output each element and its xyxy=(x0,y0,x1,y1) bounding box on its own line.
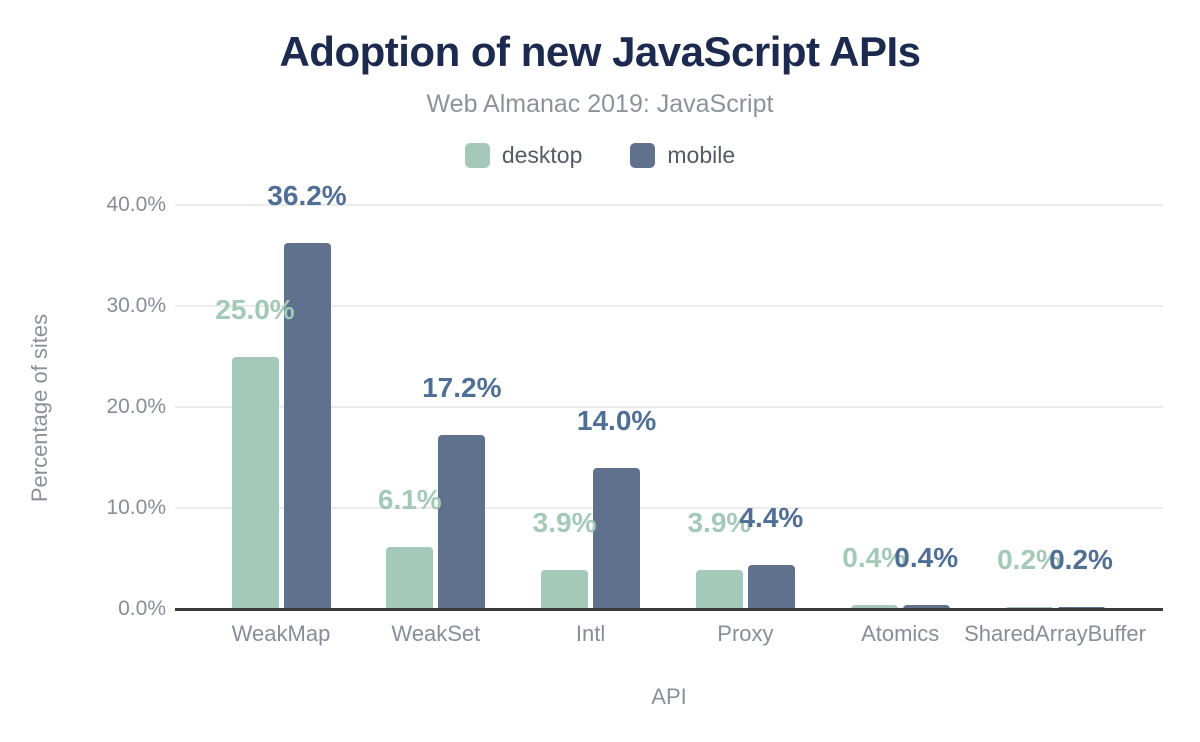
x-tick-label-atomics: Atomics xyxy=(861,621,940,646)
legend-label-desktop: desktop xyxy=(501,142,583,168)
bar-desktop-intl[interactable] xyxy=(541,569,589,609)
desktop-swatch-icon xyxy=(464,143,490,168)
x-axis-title: API xyxy=(651,684,687,709)
value-label-desktop-proxy: 3.9% xyxy=(687,506,752,538)
value-label-desktop-weakset: 6.1% xyxy=(377,484,442,516)
gridline xyxy=(175,406,1163,408)
x-tick-label-intl: Intl xyxy=(575,621,606,646)
value-label-mobile-intl: 14.0% xyxy=(576,404,657,436)
bar-desktop-weakmap[interactable] xyxy=(231,356,279,609)
y-tick-label: 20.0% xyxy=(106,395,166,418)
value-label-mobile-weakmap: 36.2% xyxy=(267,180,347,212)
legend-item-mobile[interactable]: mobile xyxy=(630,142,735,169)
bar-desktop-sharedarraybuffer[interactable] xyxy=(1005,606,1053,609)
bar-desktop-weakset[interactable] xyxy=(386,547,434,609)
x-tick-label-sharedarraybuffer: SharedArrayBuffer xyxy=(964,621,1146,646)
bar-mobile-atomics[interactable] xyxy=(902,604,950,609)
chart-subtitle: Web Almanac 2019: JavaScript xyxy=(426,90,774,118)
legend-label-mobile: mobile xyxy=(667,142,736,168)
value-label-desktop-weakmap: 25.0% xyxy=(215,293,295,325)
chart-title: Adoption of new JavaScript APIs xyxy=(279,28,921,75)
bar-mobile-proxy[interactable] xyxy=(747,564,795,609)
value-label-desktop-sharedarraybuffer: 0.2% xyxy=(997,543,1061,575)
x-tick-label-weakmap: WeakMap xyxy=(231,621,331,646)
gridline xyxy=(175,204,1163,206)
x-axis-line xyxy=(175,608,1163,611)
value-label-desktop-intl: 3.9% xyxy=(532,506,597,538)
value-label-desktop-atomics: 0.4% xyxy=(842,541,907,573)
y-tick-label: 40.0% xyxy=(106,193,166,216)
value-label-mobile-proxy: 4.4% xyxy=(739,501,804,533)
value-label-mobile-atomics: 0.4% xyxy=(894,541,959,573)
gridline xyxy=(175,305,1163,307)
bar-desktop-atomics[interactable] xyxy=(850,604,898,609)
bar-mobile-intl[interactable] xyxy=(593,467,641,609)
bar-mobile-weakset[interactable] xyxy=(438,435,486,609)
legend: desktop mobile xyxy=(0,142,1200,169)
legend-item-desktop[interactable]: desktop xyxy=(464,142,583,169)
y-tick-label: 0.0% xyxy=(118,597,166,620)
bar-mobile-sharedarraybuffer[interactable] xyxy=(1057,606,1105,609)
x-tick-label-proxy: Proxy xyxy=(717,621,774,646)
y-tick-label: 10.0% xyxy=(106,496,166,519)
mobile-swatch-icon xyxy=(630,143,656,168)
y-tick-label: 30.0% xyxy=(106,294,166,317)
bar-mobile-weakmap[interactable] xyxy=(283,243,331,609)
x-tick-label-weakset: WeakSet xyxy=(391,621,481,646)
value-label-mobile-weakset: 17.2% xyxy=(422,372,502,404)
bar-desktop-proxy[interactable] xyxy=(695,569,743,609)
y-axis-title: Percentage of sites xyxy=(27,313,52,503)
value-label-mobile-sharedarraybuffer: 0.2% xyxy=(1049,543,1113,575)
gridline xyxy=(175,507,1163,509)
